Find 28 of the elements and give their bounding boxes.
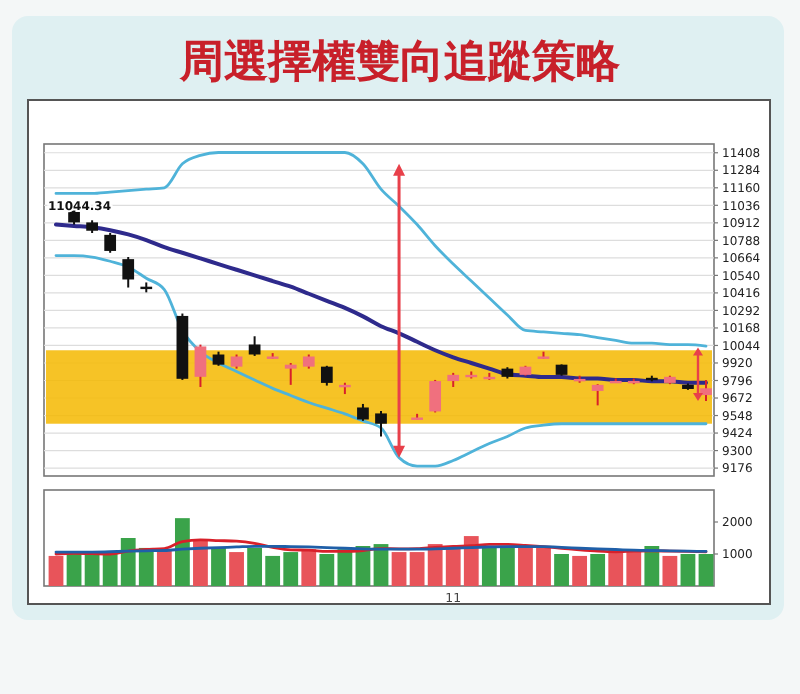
candlestick	[284, 361, 297, 386]
bar	[391, 552, 407, 586]
candlestick	[104, 232, 117, 254]
bar	[211, 547, 226, 586]
bar	[48, 555, 64, 586]
candlestick	[194, 343, 207, 388]
bar	[644, 546, 660, 586]
candlestick	[122, 256, 135, 289]
line-series	[54, 254, 708, 468]
chart-title: 周選擇權雙向追蹤策略	[178, 38, 622, 88]
candlestick	[700, 378, 712, 403]
candlestick	[375, 410, 387, 438]
bar	[662, 555, 678, 586]
bar	[229, 552, 244, 586]
bar	[554, 554, 569, 586]
bar	[680, 554, 696, 586]
bar	[156, 549, 172, 586]
bar	[572, 555, 588, 586]
line-series	[54, 222, 708, 385]
candlestick	[248, 335, 261, 357]
candlestick	[320, 364, 333, 387]
bar	[174, 518, 190, 586]
candlestick	[429, 378, 442, 414]
bar	[301, 549, 317, 586]
bar	[698, 554, 714, 586]
bar	[193, 539, 208, 586]
bar	[590, 554, 606, 586]
candlestick	[591, 383, 604, 407]
